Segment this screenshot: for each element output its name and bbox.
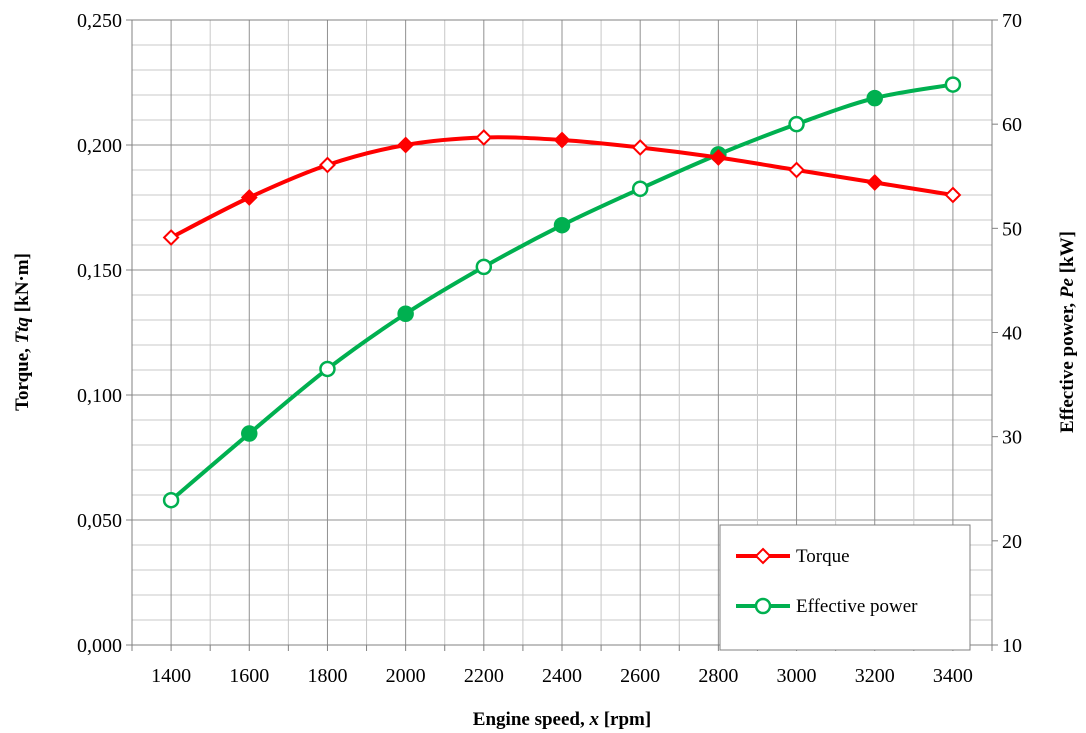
series-layer [162,76,962,509]
legend-marks [736,547,790,615]
x-tick-label: 2800 [698,665,738,687]
x-axis-label: Engine speed, x [rpm] [473,709,651,730]
left-y-axis: 0,000 0,050 0,100 0,150 0,200 0,250 [77,10,132,657]
x-tick-label: 2600 [620,665,660,687]
right-y-axis: 10 20 30 40 50 60 70 [992,10,1022,657]
data-point-torque [866,174,884,191]
data-point-torque [944,186,962,204]
data-point-torque [631,139,649,156]
data-point-torque [162,229,180,246]
data-point-torque [397,136,415,154]
data-point-effective-power [631,180,649,197]
left-y-tick-label: 0,000 [77,635,122,657]
legend-label-effective-power: Effective power [796,596,918,617]
left-y-tick-label: 0,250 [77,10,122,32]
left-y-tick-label: 0,200 [77,135,122,157]
left-y-tick-label: 0,100 [77,385,122,407]
legend-label-torque: Torque [796,546,850,567]
x-tick-label: 1600 [229,665,269,687]
left-y-tick-label: 0,150 [77,260,122,282]
legend-box [719,524,971,651]
data-point-effective-power [397,305,414,322]
right-y-tick-label: 30 [1002,427,1022,449]
x-tick-label: 1800 [307,665,347,687]
data-point-effective-power [162,491,180,509]
x-tick-label: 3200 [855,665,895,687]
data-point-effective-power [319,360,336,378]
x-axis: 1400 1600 1800 2000 2200 2400 2600 2800 3000 3200… [131,645,993,687]
data-point-effective-power [475,258,493,276]
data-point-torque [553,131,571,149]
gridlines [132,20,992,645]
data-point-torque [240,189,258,206]
x-tick-label: 2200 [464,665,504,687]
left-y-tick-label: 0,050 [77,510,122,532]
right-y-axis-label: Effective power, Pe [kW] [1057,231,1078,433]
right-y-tick-label: 50 [1002,218,1022,240]
right-y-tick-label: 60 [1002,114,1022,136]
data-point-torque [319,156,336,174]
data-point-torque [709,149,727,166]
right-y-tick-label: 20 [1002,531,1022,553]
x-tick-label: 3000 [777,665,817,687]
data-point-torque [788,161,805,179]
legend-marker-effective-power [754,597,772,615]
legend-marker-torque [754,547,772,565]
x-tick-label: 3400 [933,665,973,687]
x-tick-label: 1400 [151,665,191,687]
right-y-tick-label: 70 [1002,10,1022,32]
data-point-effective-power [788,115,805,133]
data-point-torque [475,129,493,146]
data-point-effective-power [553,216,571,234]
right-y-tick-label: 10 [1002,635,1022,657]
x-tick-label: 2000 [386,665,426,687]
x-tick-label: 2400 [542,665,582,687]
data-point-effective-power [866,89,883,107]
legend: Torque Effective power [719,524,971,651]
data-point-effective-power [944,76,962,93]
right-y-tick-label: 40 [1002,323,1022,345]
data-point-effective-power [241,425,258,442]
left-y-axis-label: Torque, Ttq [kN·m] [12,253,33,411]
